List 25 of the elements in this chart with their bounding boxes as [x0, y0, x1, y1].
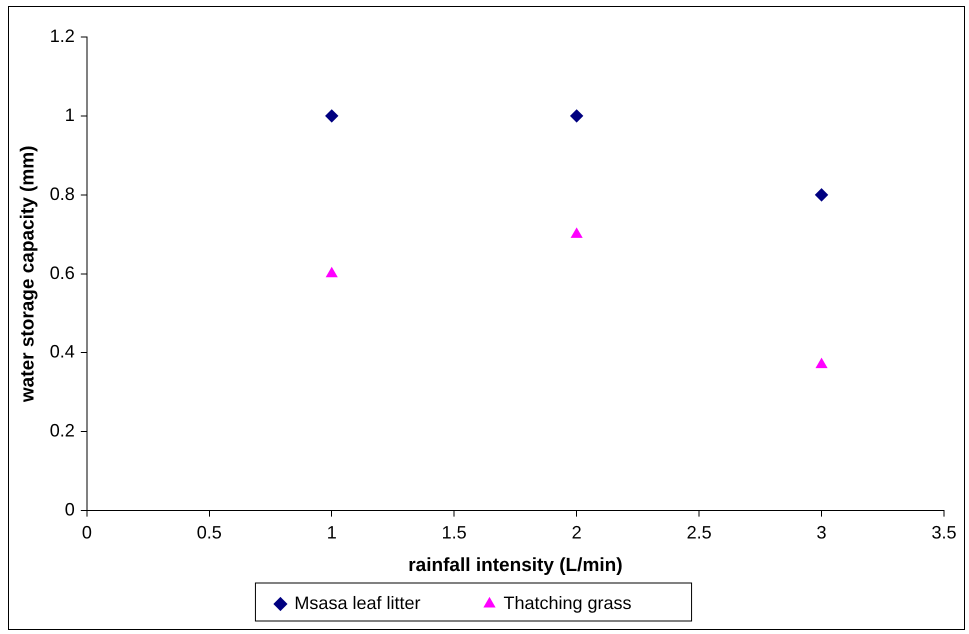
y-tick-label: 0.4 [50, 342, 75, 362]
y-tick-label: 0.8 [50, 184, 75, 204]
point [570, 109, 584, 122]
legend-label: Msasa leaf litter [294, 592, 470, 613]
x-tick-label: 1.5 [442, 522, 467, 542]
x-tick-label: 2.5 [686, 522, 712, 542]
x-tick-label: 3 [816, 522, 827, 542]
x-tick-label: 3.5 [931, 522, 957, 542]
point [816, 358, 828, 368]
y-tick-label: 0 [64, 500, 75, 520]
y-tick-label: 1.2 [50, 26, 75, 46]
legend-label: Thatching grass [503, 592, 682, 613]
x-tick-label: 2 [572, 522, 582, 542]
point [325, 109, 338, 122]
y-tick-label: 0.6 [50, 262, 75, 283]
x-tick-label: 1 [326, 522, 337, 542]
y-tick-label: 1 [64, 104, 75, 125]
point [815, 188, 828, 202]
x-axis-title: rainfall intensity (L/min) [408, 554, 623, 576]
y-axis-title: water storage capacity (mm) [18, 146, 39, 404]
y-tick-label: 0.2 [50, 420, 75, 441]
x-tick-label: 0.5 [196, 522, 222, 542]
x-tick-label: 0 [82, 522, 92, 542]
point [326, 267, 338, 278]
point [570, 228, 582, 238]
